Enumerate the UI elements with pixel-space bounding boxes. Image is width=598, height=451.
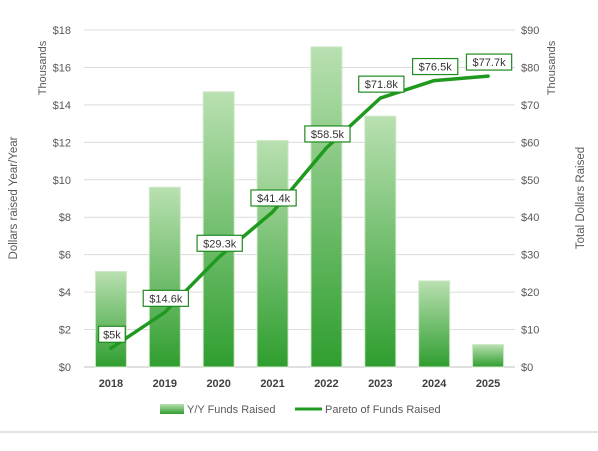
- left-tick-label: $14: [53, 100, 71, 112]
- right-tick-label: $90: [521, 25, 539, 37]
- legend: Y/Y Funds Raised Pareto of Funds Raised: [160, 404, 441, 416]
- data-label-text: $71.8k: [365, 79, 399, 91]
- bar-series-yy-funds: [94, 46, 505, 368]
- right-tick-label: $0: [521, 362, 533, 374]
- data-label-box: [196, 234, 243, 252]
- data-label-2025: $77.7k: [465, 53, 513, 71]
- data-label-text: $29.3k: [203, 238, 237, 250]
- bar-2021: [256, 139, 289, 368]
- x-tick-label-2020: 2020: [206, 378, 230, 390]
- right-tick-label: $70: [521, 100, 539, 112]
- x-tick-label-2018: 2018: [99, 378, 123, 390]
- data-label-box: [304, 125, 351, 143]
- data-label-text: $58.5k: [311, 129, 345, 141]
- data-label-text: $76.5k: [419, 62, 453, 74]
- data-label-box: [142, 289, 190, 307]
- right-tick-label: $60: [521, 137, 539, 149]
- right-tick-label: $30: [521, 250, 539, 262]
- bar-2018: [94, 271, 127, 368]
- data-label-2024: $76.5k: [411, 57, 459, 76]
- bar-2019: [148, 186, 181, 368]
- data-label-box: [250, 189, 297, 207]
- right-tick-label: $40: [521, 212, 539, 224]
- data-label-2022: $58.5k: [304, 125, 351, 143]
- bar-2022: [310, 46, 343, 368]
- left-tick-label: $8: [59, 212, 71, 224]
- left-tick-label: $16: [53, 62, 71, 74]
- pareto-point-2025: [487, 75, 489, 77]
- x-tick-label-2023: 2023: [368, 378, 392, 390]
- x-tick-label-2024: 2024: [422, 378, 447, 390]
- left-tick-label: $4: [59, 287, 71, 299]
- data-label-2020: $29.3k: [196, 234, 243, 252]
- bar-2023: [364, 115, 397, 368]
- pareto-point-2019: [164, 311, 166, 314]
- legend-label-bar: Y/Y Funds Raised: [187, 404, 275, 416]
- right-tick-label: $80: [521, 62, 539, 74]
- left-axis-title: Dollars raised Year/Year: [8, 136, 20, 259]
- pareto-point-2021: [271, 211, 274, 213]
- right-axis-units: Thousands: [546, 40, 558, 95]
- left-tick-label: $2: [59, 325, 71, 337]
- x-tick-label-2021: 2021: [260, 378, 284, 390]
- bar-2025: [472, 344, 505, 368]
- x-tick-label-2019: 2019: [153, 378, 177, 390]
- data-label-box: [411, 57, 459, 76]
- data-label-2023: $71.8k: [358, 75, 405, 93]
- left-tick-label: $12: [53, 137, 71, 149]
- data-label-text: $5k: [103, 329, 121, 341]
- data-label-text: $77.7k: [473, 57, 507, 69]
- data-labels: $5k $14.6k $29.3k $41.4k $58.5k $71.8k $76.5k $…: [98, 53, 513, 343]
- right-axis-title: Total Dollars Raised: [575, 147, 587, 249]
- data-label-2018: $5k: [98, 325, 126, 343]
- right-tick-label: $50: [521, 175, 539, 187]
- data-label-box: [358, 75, 405, 93]
- pareto-point-2018: [110, 347, 112, 350]
- x-tick-label-2022: 2022: [314, 378, 338, 390]
- data-label-box: [465, 53, 513, 71]
- bar-2024: [418, 280, 451, 368]
- left-axis-units: Thousands: [37, 40, 49, 95]
- pareto-point-2020: [217, 256, 220, 259]
- left-axis: $0 $2 $4 $6 $8 $10 $12 $14 $16 $18: [53, 25, 71, 374]
- left-tick-label: $18: [53, 25, 71, 37]
- pareto-point-2022: [325, 147, 328, 149]
- pareto-point-2024: [433, 79, 435, 82]
- x-tick-label-2025: 2025: [476, 378, 500, 390]
- data-label-box: [98, 325, 126, 343]
- x-axis: 2018 2019 2020 2021 2022 2023 2024 2025: [99, 378, 501, 390]
- data-label-text: $41.4k: [257, 193, 291, 205]
- right-tick-label: $20: [521, 287, 539, 299]
- data-label-2019: $14.6k: [142, 289, 190, 307]
- legend-swatch-bar: [160, 404, 184, 414]
- data-label-text: $14.6k: [149, 293, 183, 305]
- right-axis: $0 $10 $20 $30 $40 $50 $60 $70 $80 $90: [521, 25, 539, 374]
- bar-2020: [202, 91, 235, 368]
- right-tick-label: $10: [521, 325, 539, 337]
- left-tick-label: $0: [59, 362, 71, 374]
- left-tick-label: $10: [53, 175, 71, 187]
- left-tick-label: $6: [59, 250, 71, 262]
- data-label-2021: $41.4k: [250, 189, 297, 207]
- legend-label-line: Pareto of Funds Raised: [325, 404, 441, 416]
- pareto-point-2023: [379, 97, 382, 99]
